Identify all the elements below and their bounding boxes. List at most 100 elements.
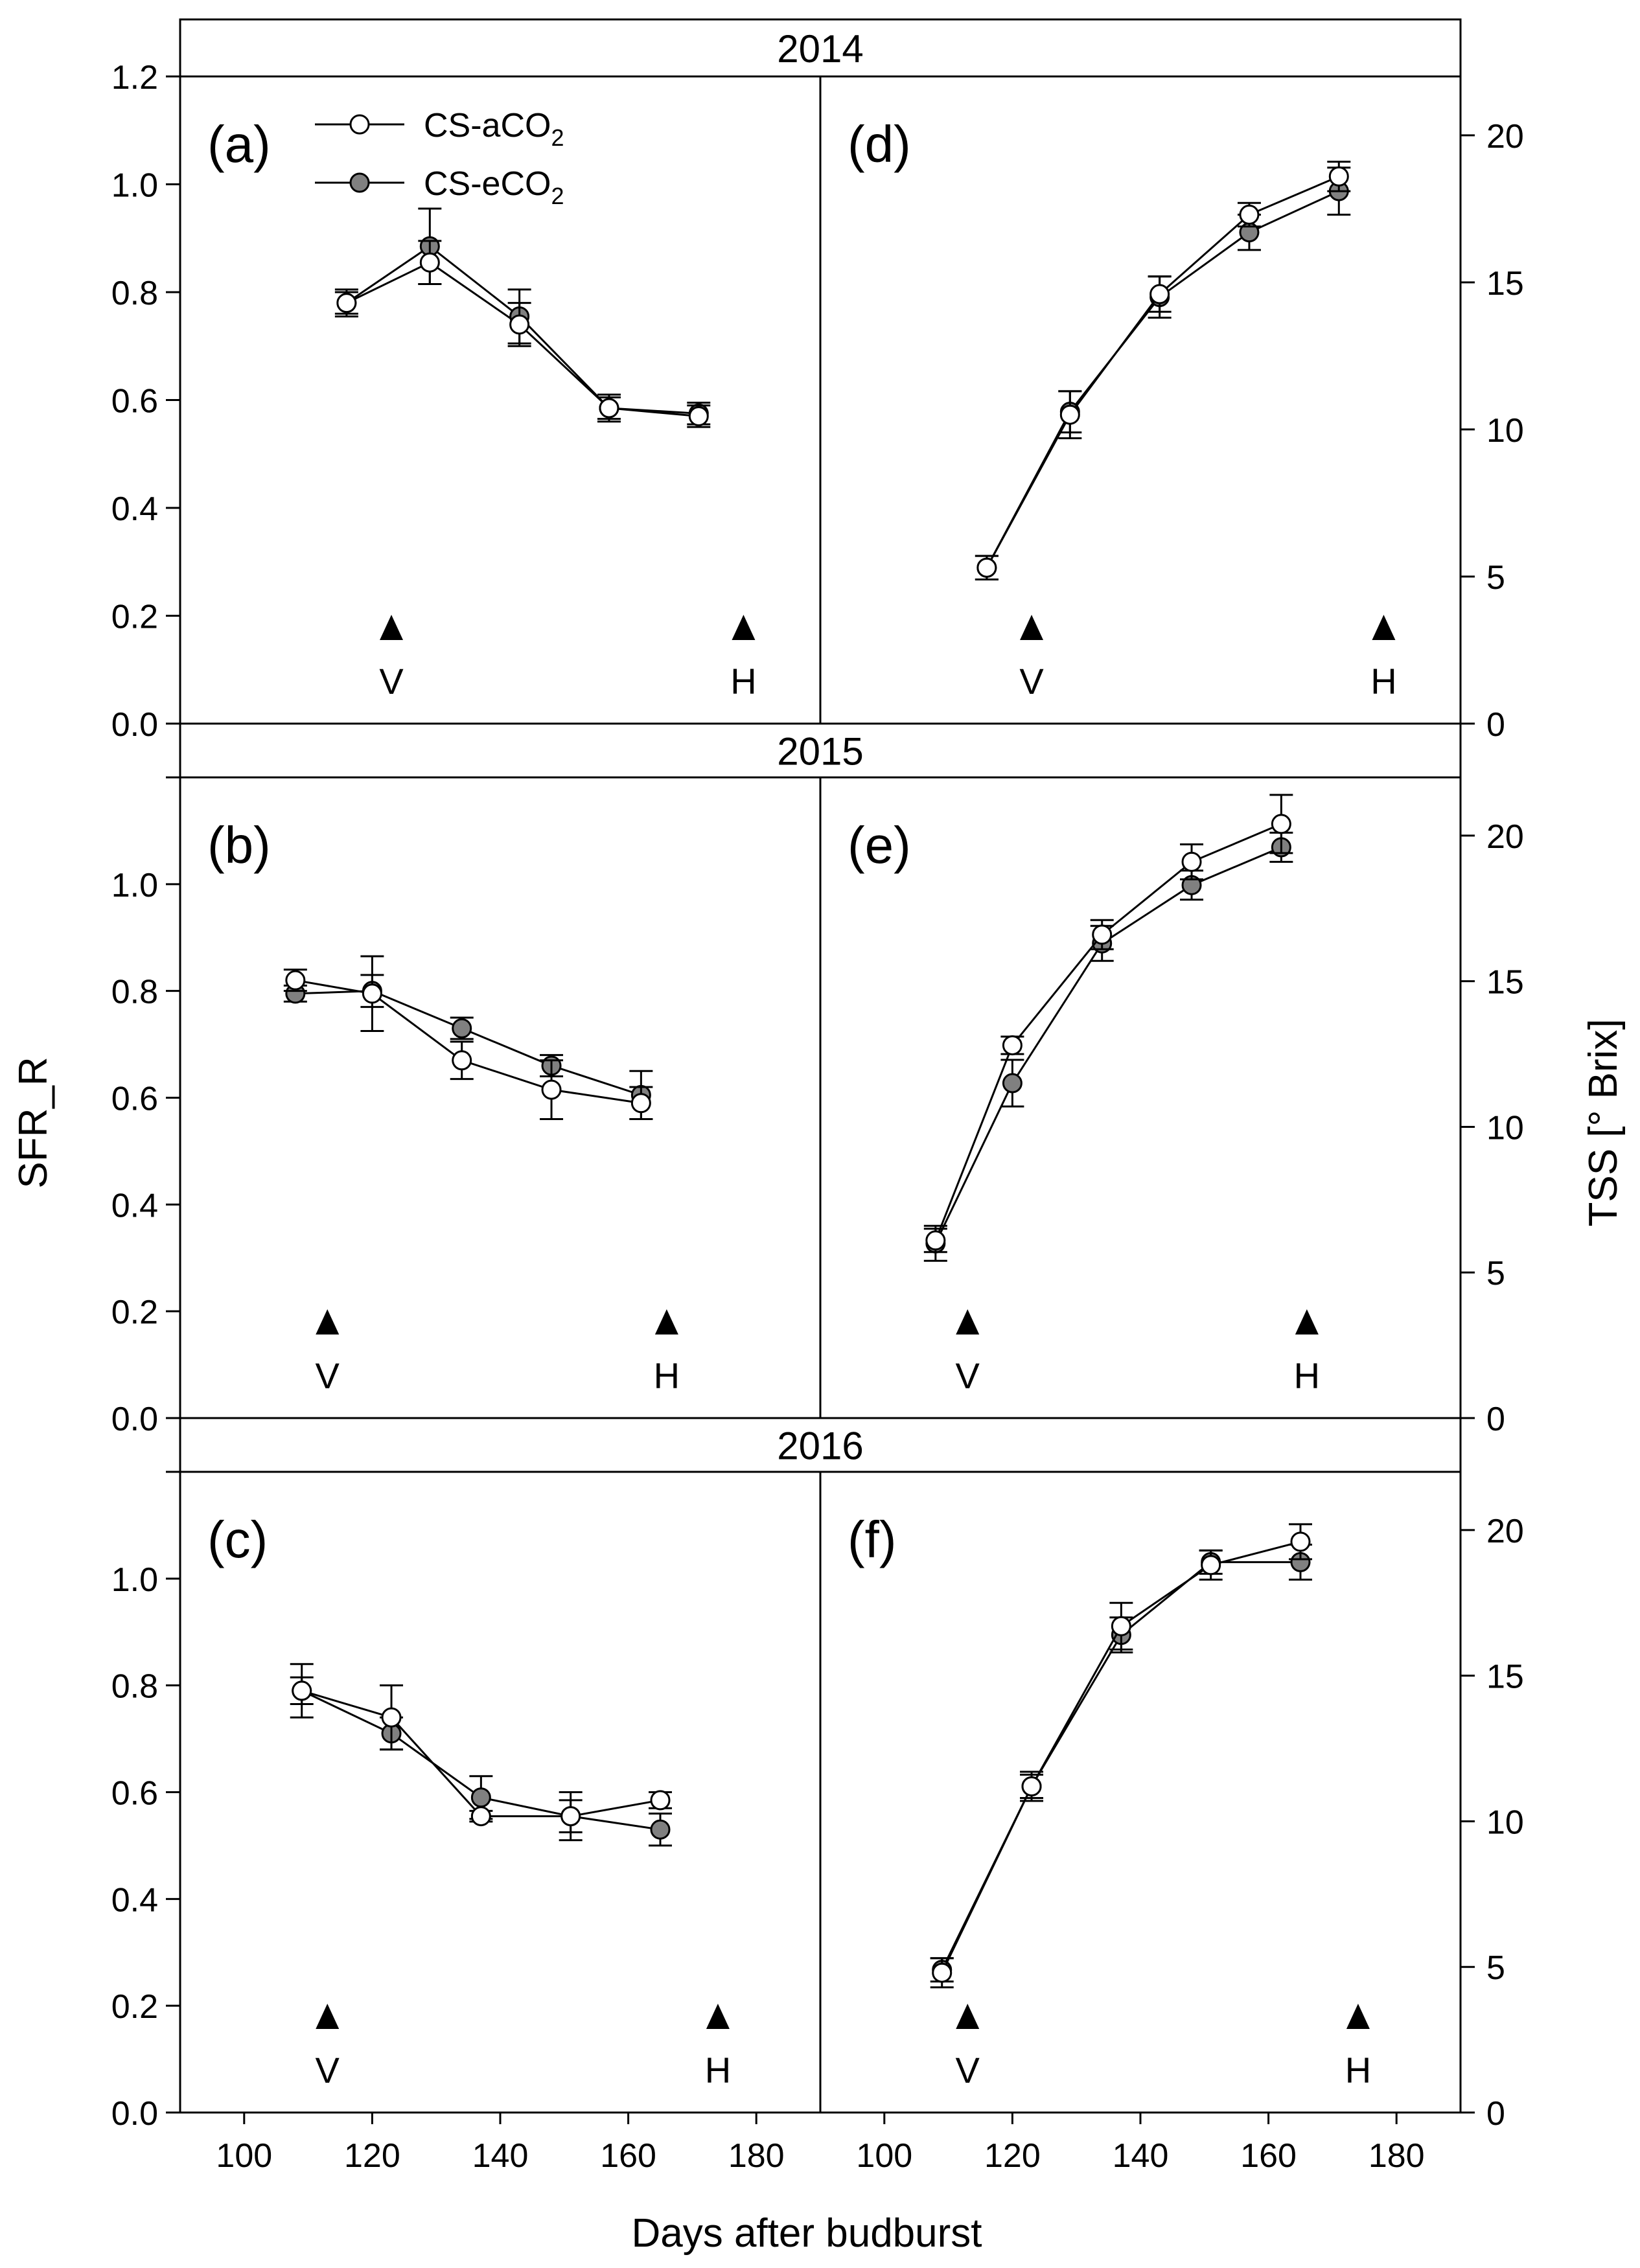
y-tick-label: 0.6 [111,1775,158,1813]
legend-label-main: CS-eCO [424,165,551,203]
y-tick-label: 0.4 [111,490,158,528]
x-tick-label: 100 [856,2137,912,2175]
y-tick-label: 5 [1486,1949,1505,1987]
year-header-box [179,18,1462,78]
data-point [452,1018,472,1038]
x-tick-label: 160 [600,2137,656,2175]
data-point [1092,924,1113,945]
legend-item-eco2: CS-eCO2 [315,165,564,209]
stage-marker-triangle [654,1309,678,1334]
panel-label: (d) [848,115,911,173]
x-tick-label: 100 [216,2137,272,2175]
y-tick-label: 0.2 [111,1988,158,2026]
stage-marker-label: H [1294,1355,1320,1396]
data-point [285,970,306,991]
y-tick-label: 5 [1486,559,1505,597]
data-point [560,1806,581,1827]
y-tick-label: 0.8 [111,1668,158,1706]
data-point [1002,1073,1022,1094]
legend-marker [349,172,370,193]
series-aco2 [975,161,1351,580]
y-tick-label: 15 [1486,265,1524,303]
data-point [1021,1776,1042,1797]
stage-marker-triangle [706,2004,730,2029]
series-aco2 [923,794,1293,1254]
y-tick-label: 1.2 [111,59,158,97]
data-point [650,1790,671,1811]
data-point [932,1962,953,1983]
year-header-box [179,722,1462,779]
data-point [925,1230,946,1251]
legend-label-main: CS-aCO [424,107,551,144]
legend-label-subscript: 2 [551,183,564,209]
data-point [1149,284,1170,304]
series-aco2 [283,955,653,1120]
stage-marker-label: V [956,2050,980,2090]
y-tick-label: 0.0 [111,2095,158,2133]
x-tick-label: 180 [728,2137,785,2175]
stage-marker-triangle [956,2004,980,2029]
left-y-axis-title: SFR_R [11,1057,56,1188]
panel-right-2015: 0 5 10 15 20 (e) V H [819,776,1524,1438]
data-point [1328,166,1349,187]
y-tick-label: 0.8 [111,275,158,312]
stage-marker-triangle [1295,1309,1319,1334]
y-tick-label: 5 [1486,1255,1505,1292]
x-tick-label: 120 [344,2137,400,2175]
y-tick-label: 0.6 [111,1081,158,1118]
y-tick-label: 20 [1486,818,1524,856]
y-tick-label: 15 [1486,1658,1524,1696]
panel-label: (c) [207,1511,268,1568]
legend-label: CS-aCO2 [424,107,564,151]
stage-marker-label: V [316,1355,340,1396]
series-aco2 [334,240,711,428]
panel-left-2016: 0.0 0.2 0.4 0.6 0.8 1.0 100 120 140 160 180 (c) V H [111,1471,822,2175]
y-tick-label: 0.0 [111,1401,158,1438]
data-point [292,1680,312,1701]
stage-marker-label: V [379,661,404,702]
data-point [630,1093,651,1114]
data-point [470,1806,491,1827]
stage-marker-label: H [1345,2050,1371,2090]
y-tick-label: 0.4 [111,1881,158,1919]
x-tick-label: 180 [1369,2137,1425,2175]
stage-marker-triangle [1346,2004,1370,2029]
legend-label-subscript: 2 [551,124,564,151]
y-tick-label: 0 [1486,2095,1505,2133]
x-tick-label: 160 [1240,2137,1297,2175]
y-tick-label: 1.0 [111,867,158,904]
data-point [1271,814,1291,834]
stage-marker-triangle [380,615,404,640]
year-header-label: 2014 [777,27,863,71]
stage-marker-label: H [654,1355,680,1396]
y-tick-label: 20 [1486,1513,1524,1550]
series-aco2 [290,1663,672,1833]
panel-right-2014: 0 5 10 15 20 (d) V H [819,75,1524,744]
year-block-2014: 2014 0.0 0.2 0.4 0.6 0.8 1.0 1.2 (a) V H 0 5 10 15 20 (d… [111,18,1524,744]
stage-marker-label: V [956,1355,980,1396]
data-point [470,1787,491,1808]
x-tick-label: 140 [1113,2137,1169,2175]
y-tick-label: 0.0 [111,706,158,744]
stage-marker-triangle [732,615,756,640]
legend-item-aco2: CS-aCO2 [315,107,564,151]
stage-marker-label: V [316,2050,340,2090]
y-tick-label: 20 [1486,118,1524,155]
year-header-label: 2015 [777,730,863,773]
data-point [1290,1531,1311,1552]
series-aco2 [930,1523,1312,1989]
data-point [541,1079,562,1100]
year-header-label: 2016 [777,1425,863,1468]
data-point [1239,204,1260,225]
x-axis-title: Days after budburst [631,2211,982,2256]
y-tick-label: 10 [1486,412,1524,450]
data-point [1002,1035,1022,1056]
data-point [1201,1555,1221,1575]
data-point [381,1707,402,1728]
year-block-2015: 2015 0.0 0.2 0.4 0.6 0.8 1.0 (b) V H 0 5 10 15 20 (e) V H [111,722,1524,1438]
stage-marker-triangle [1020,615,1044,640]
y-tick-label: 0 [1486,706,1505,744]
